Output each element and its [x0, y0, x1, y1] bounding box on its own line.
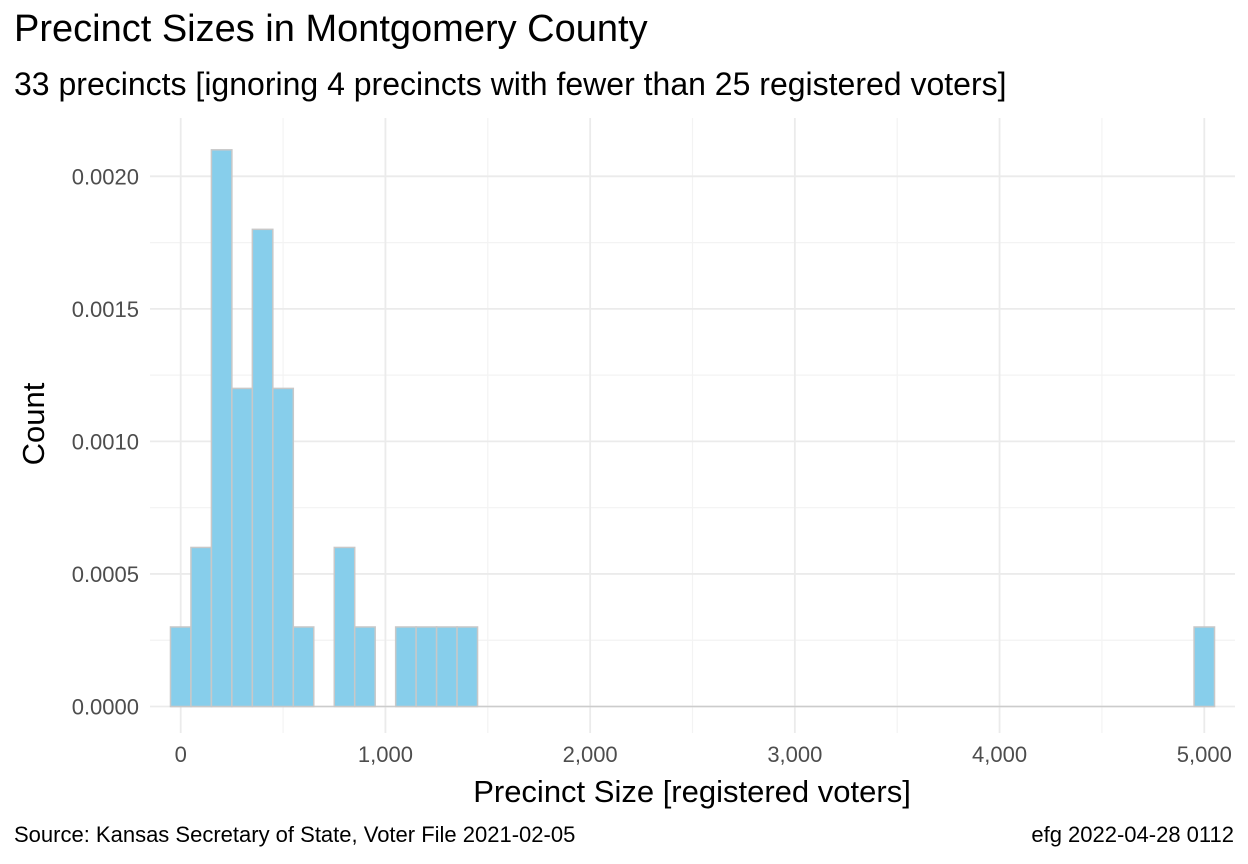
y-axis-ticks: 0.0000 0.0005 0.0010 0.0015 0.0020 — [72, 164, 139, 719]
chart-subtitle: 33 precincts [ignoring 4 precincts with … — [14, 66, 1007, 102]
credit-caption: efg 2022-04-28 0112 — [1031, 822, 1234, 847]
source-caption: Source: Kansas Secretary of State, Voter… — [14, 822, 576, 847]
x-axis-ticks: 0 1,000 2,000 3,000 4,000 5,000 — [175, 742, 1232, 767]
y-tick-label: 0.0020 — [72, 164, 139, 189]
y-tick-label: 0.0000 — [72, 694, 139, 719]
x-tick-label: 0 — [175, 742, 187, 767]
x-tick-label: 4,000 — [972, 742, 1027, 767]
y-tick-label: 0.0005 — [72, 562, 139, 587]
x-tick-label: 5,000 — [1177, 742, 1232, 767]
y-tick-label: 0.0015 — [72, 297, 139, 322]
histogram-bar — [190, 546, 213, 708]
y-axis-title: Count — [16, 382, 51, 465]
histogram-bar — [292, 626, 315, 708]
histogram-bar — [415, 626, 438, 708]
histogram-bar — [435, 626, 458, 708]
x-tick-label: 3,000 — [767, 742, 822, 767]
histogram-bar — [210, 149, 233, 708]
histogram-bar — [353, 626, 376, 708]
x-tick-label: 1,000 — [358, 742, 413, 767]
histogram-bar — [272, 387, 295, 708]
histogram-bar — [1193, 626, 1216, 708]
histogram-bars — [169, 149, 1216, 708]
histogram-bar — [231, 387, 254, 708]
histogram-bar — [394, 626, 417, 708]
histogram-bar — [169, 626, 192, 708]
histogram-bar — [456, 626, 479, 708]
chart-title: Precinct Sizes in Montgomery County — [14, 8, 648, 50]
histogram-bar — [333, 546, 356, 708]
x-tick-label: 2,000 — [563, 742, 618, 767]
histogram-bar — [251, 228, 274, 708]
x-axis-title: Precinct Size [registered voters] — [473, 774, 911, 809]
y-tick-label: 0.0010 — [72, 429, 139, 454]
